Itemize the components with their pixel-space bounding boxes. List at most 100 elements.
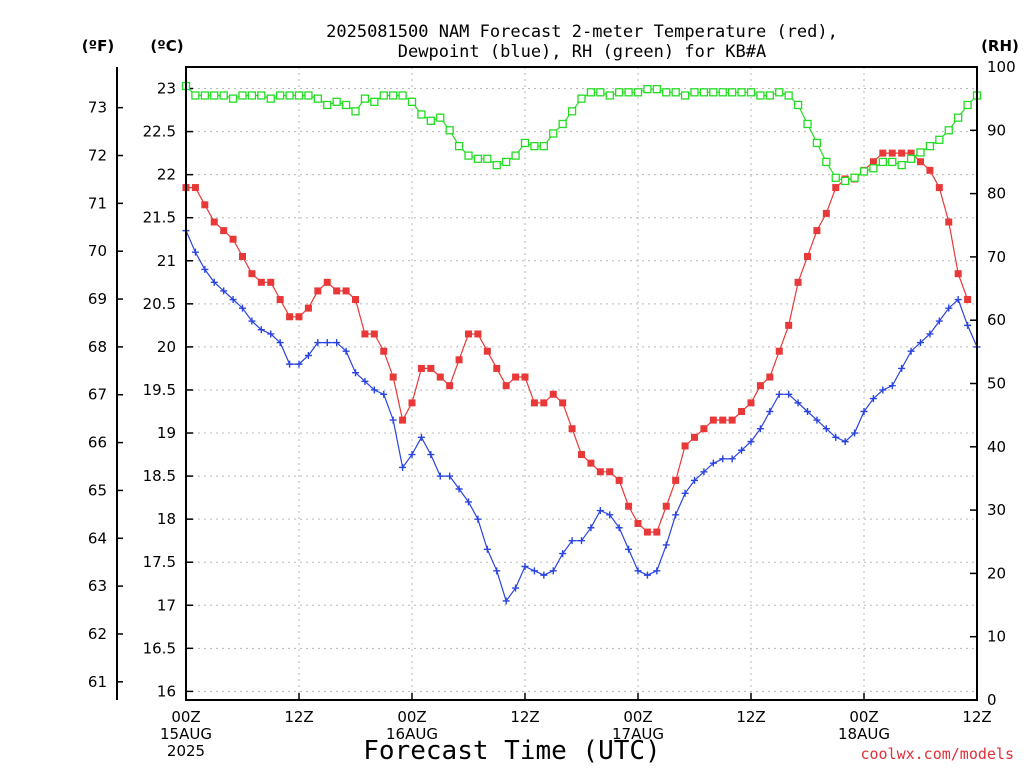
fahrenheit-tick-label: 67 — [88, 386, 107, 404]
temperature-point — [813, 227, 821, 235]
temperature-point — [935, 184, 943, 192]
rh-point — [210, 91, 219, 100]
x-tick-label: 17AUG — [612, 725, 664, 743]
temperature-point — [785, 321, 793, 329]
temperature-point — [728, 416, 736, 424]
dewpoint-point — [681, 489, 689, 497]
plot-frame — [185, 66, 978, 701]
dewpoint-point — [370, 386, 378, 394]
dewpoint-point — [643, 571, 651, 579]
temperature-point — [267, 278, 275, 286]
x-tick-label: 18AUG — [838, 725, 890, 743]
rh-point — [963, 100, 972, 110]
rh-point — [822, 157, 831, 167]
dewpoint-point — [747, 438, 755, 446]
dewpoint-point — [191, 248, 199, 256]
dewpoint-point — [304, 352, 312, 360]
dewpoint-point — [436, 472, 444, 480]
rh-point — [690, 88, 699, 97]
temperature-point — [502, 382, 510, 390]
rh-point — [323, 100, 332, 110]
temperature-point — [738, 407, 746, 415]
rh-point — [276, 91, 285, 100]
rh-tick-label: 20 — [987, 564, 1006, 582]
dewpoint-point — [935, 317, 943, 325]
rh-point — [586, 88, 596, 97]
chart-title-line-2: Dewpoint (blue), RH (green) for KB#A — [398, 42, 766, 62]
dewpoint-point — [512, 584, 520, 592]
temperature-point — [917, 158, 924, 166]
rh-point — [200, 91, 209, 100]
rh-point — [869, 164, 878, 173]
rh-point — [756, 91, 765, 100]
temperature-point — [436, 373, 444, 381]
dewpoint-point — [314, 339, 322, 347]
x-tick-label: 00Z — [849, 708, 878, 726]
rh-point — [718, 88, 727, 97]
temperature-point — [691, 433, 698, 441]
temperature-point — [587, 459, 595, 467]
temperature-point — [417, 364, 425, 372]
x-tick-label: 12Z — [962, 708, 991, 726]
rh-point — [558, 119, 567, 129]
rh-point — [445, 126, 454, 135]
rh-tick-label: 90 — [987, 121, 1006, 139]
axis-ticks: 16 16.5 17 17.5 18 18.5 19 19.5 20 20.5 21 21.5 22 22… — [88, 58, 1016, 760]
temperature-point — [210, 218, 218, 226]
dewpoint-point — [860, 407, 868, 415]
x-tick-label: 12Z — [736, 708, 765, 726]
x-tick-label: 12Z — [284, 708, 313, 726]
fahrenheit-tick-label: 69 — [88, 290, 107, 308]
rh-point — [737, 88, 746, 97]
temperature-point — [709, 416, 717, 424]
fahrenheit-tick-label: 66 — [88, 434, 107, 452]
fahrenheit-tick-label: 68 — [88, 338, 107, 356]
rh-point — [906, 154, 916, 163]
fahrenheit-tick-label: 63 — [88, 577, 107, 595]
dewpoint-point — [540, 571, 548, 579]
rh-point — [859, 167, 869, 176]
x-tick-label: 12Z — [510, 708, 539, 726]
rh-point — [304, 91, 313, 100]
dewpoint-point — [898, 364, 906, 372]
celsius-tick-label: 20 — [157, 338, 176, 356]
temperature-point — [239, 252, 246, 260]
dewpoint-point — [841, 438, 849, 446]
rh-point — [596, 88, 605, 97]
rh-point — [671, 88, 680, 97]
rh-point — [464, 151, 473, 160]
dewpoint-line — [185, 230, 978, 603]
temperature-point — [700, 425, 708, 433]
celsius-tick-label: 16 — [157, 682, 176, 700]
temperature-point — [380, 347, 388, 355]
celsius-tick-label: 23 — [157, 80, 176, 98]
rh-point — [765, 91, 774, 100]
rh-point — [294, 91, 304, 100]
temperature-point — [276, 296, 284, 304]
rh-point — [511, 151, 520, 160]
temperature-point — [775, 347, 783, 355]
rh-point — [492, 160, 501, 170]
temperature-point — [634, 519, 642, 527]
temperature-point — [342, 287, 350, 295]
dewpoint-point — [323, 339, 331, 347]
dewpoint-point — [888, 382, 896, 390]
celsius-tick-label: 19 — [157, 424, 176, 442]
temperature-point — [945, 218, 953, 226]
rh-point — [925, 141, 935, 151]
rh-point — [483, 154, 492, 163]
dewpoint-point — [248, 317, 256, 325]
dewpoint-point — [775, 390, 783, 398]
rh-point — [944, 126, 953, 135]
dewpoint-point — [813, 416, 821, 424]
temperature-point — [465, 330, 472, 338]
dewpoint-point — [239, 304, 246, 312]
temperature-point — [568, 425, 576, 433]
temperature-point — [248, 270, 256, 278]
temperature-point — [530, 399, 538, 407]
rh-point — [257, 91, 266, 100]
dewpoint-point — [483, 545, 491, 553]
x-tick-label: 2025 — [167, 742, 205, 760]
temperature-point — [455, 356, 463, 364]
dewpoint-point — [201, 265, 209, 273]
